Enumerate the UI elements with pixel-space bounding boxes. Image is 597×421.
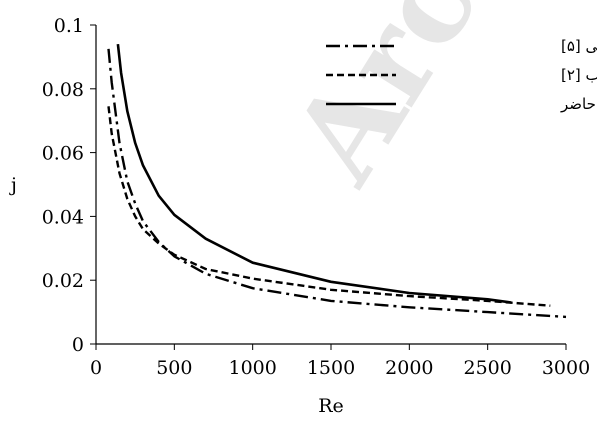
y-tick-label: 0 [72,334,84,356]
x-tick-label: 3000 [542,357,590,379]
legend-label-3: مطالعه حاضر [560,95,597,113]
y-tick-label: 0.04 [42,206,84,228]
axes: 0 500 1000 1500 2000 2500 3000 0 0.02 0.04 0.06 0.0… [42,15,590,379]
series-layer [107,43,567,319]
series-line-3 [116,43,512,304]
legend-label-1: موچیزوکی [۵] [561,37,597,55]
x-tick-label: 1000 [228,357,276,379]
legend-label-2: جوشی و وب [۲] [561,66,597,84]
y-axis-title: j [9,174,17,196]
series-line-2 [107,106,551,307]
x-tick-label: 1500 [307,357,355,379]
y-tick-label: 0.08 [42,79,84,101]
series-line-1 [107,48,567,319]
y-tick-label: 0.06 [42,143,84,165]
x-axis-title: Re [318,395,344,417]
x-tick-label: 2000 [385,357,433,379]
x-tick-label: 2500 [463,357,511,379]
y-tick-label: 0.02 [42,270,84,292]
y-tick-label: 0.1 [54,15,84,37]
x-tick-label: 0 [90,357,102,379]
legend: موچیزوکی [۵] جوشی و وب [۲] مطالعه حاضر [326,37,597,113]
x-tick-label: 500 [156,357,192,379]
